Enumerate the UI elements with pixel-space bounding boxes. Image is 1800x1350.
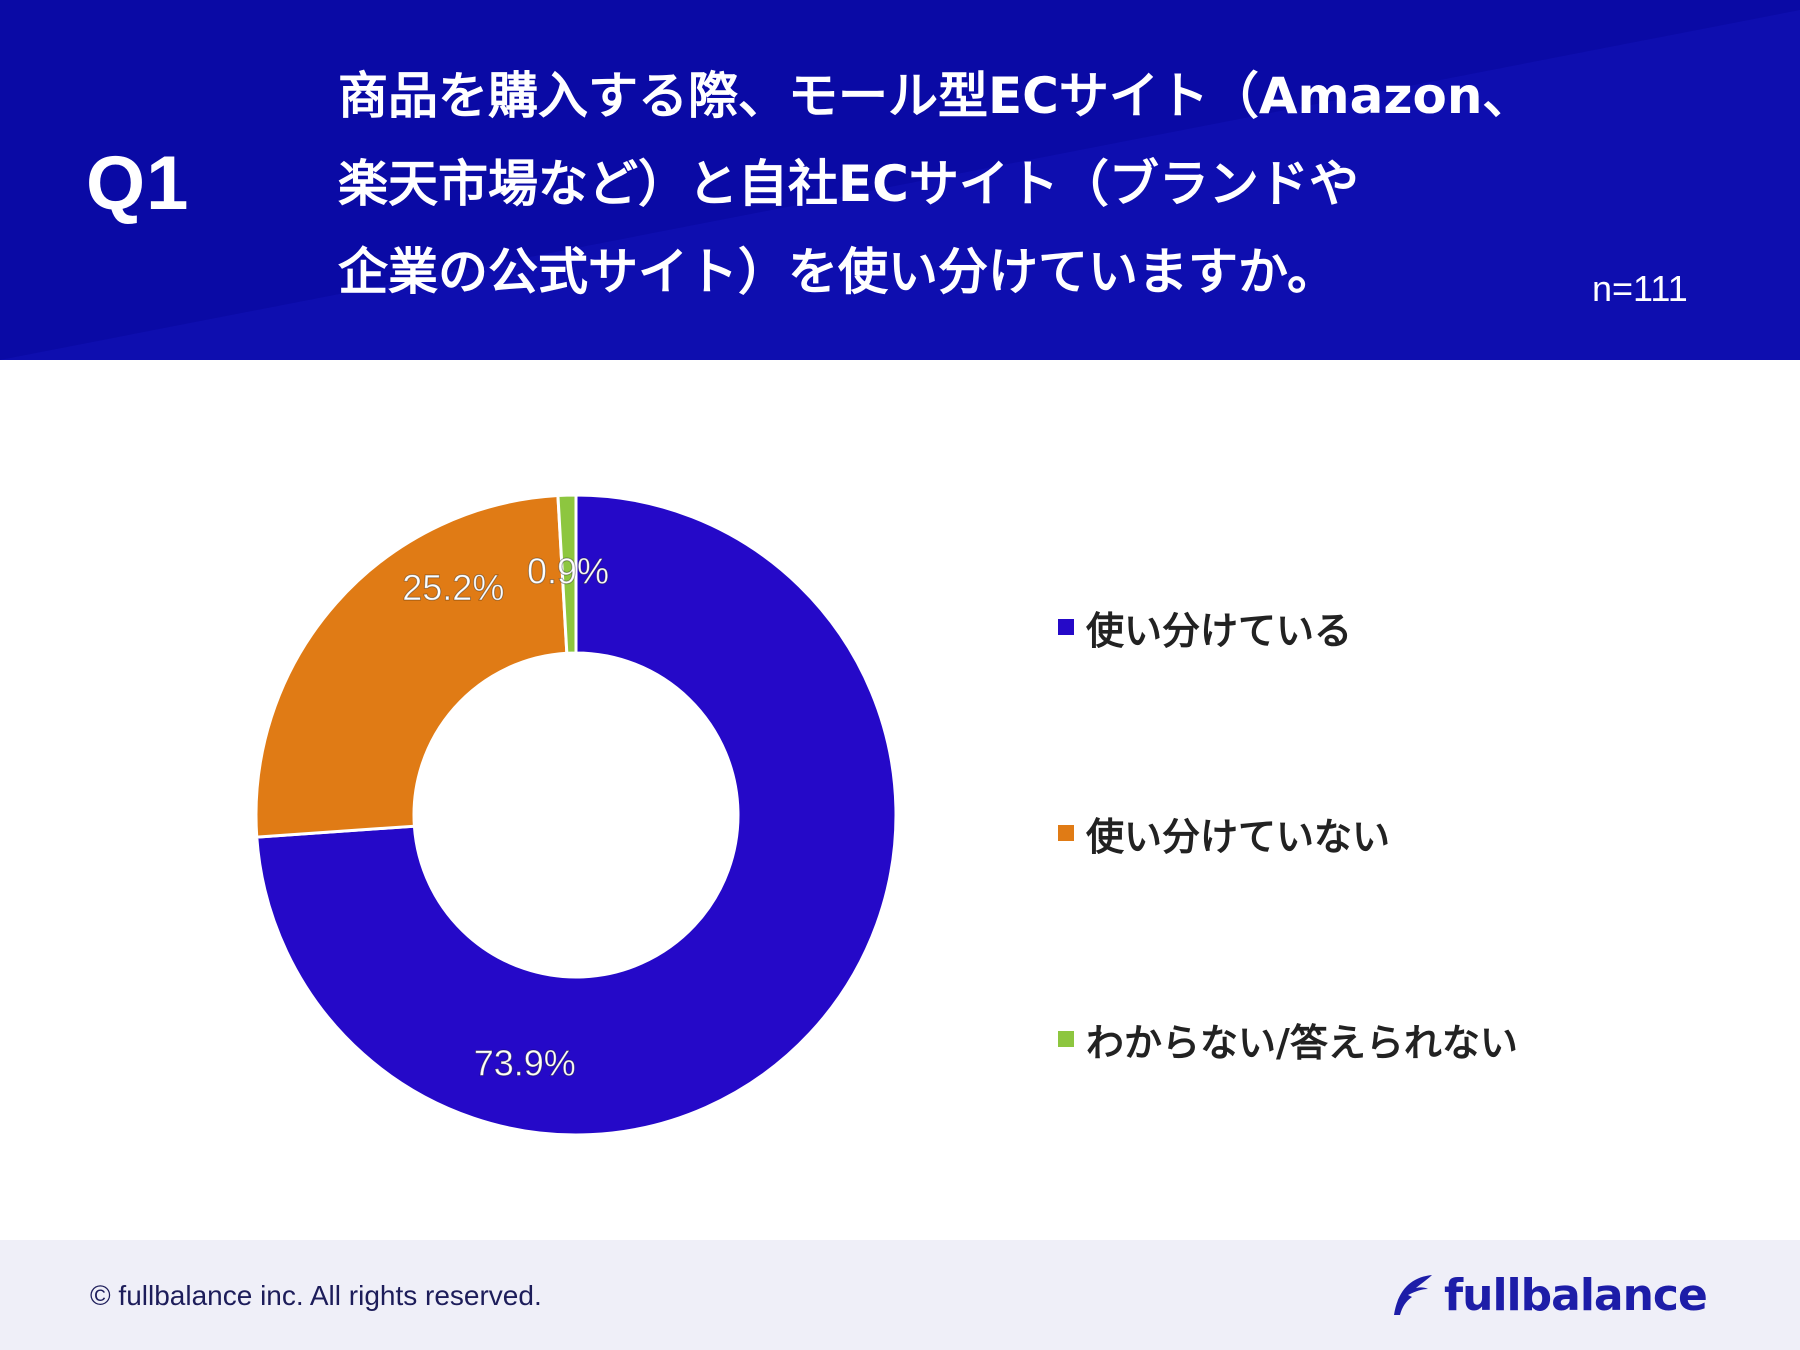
- legend-label: 使い分けていない: [1086, 814, 1391, 859]
- slice-percent-label: 73.9%: [474, 1042, 576, 1083]
- donut-slice-labels: 73.9% 25.2% 0.9%: [402, 550, 610, 1084]
- legend-item: わからない/答えられない: [1058, 1014, 1518, 1065]
- donut-slice: [556, 493, 578, 655]
- header-banner: Q1 商品を購入する際、モール型ECサイト（Amazon、 楽天市場など）と自社…: [0, 0, 1800, 360]
- header-diagonal-stripe: [0, 10, 1800, 360]
- logo-text: fullbalance: [1444, 1269, 1708, 1321]
- legend-swatch: [1058, 825, 1074, 841]
- question-line: 楽天市場など）と自社ECサイト（ブランドや: [338, 155, 1359, 213]
- donut-chart-area: 73.9% 25.2% 0.9% 使い分けている 使い分けていない わからない/答え…: [0, 360, 1800, 1240]
- legend-label: 使い分けている: [1086, 608, 1353, 653]
- question-line: 商品を購入する際、モール型ECサイト（Amazon、: [338, 67, 1533, 125]
- legend-label: わからない/答えられない: [1086, 1020, 1518, 1065]
- brand-logo: fullbalance: [1388, 1269, 1708, 1321]
- legend-swatch: [1058, 1031, 1074, 1047]
- question-line: 企業の公式サイト）を使い分けていますか。: [338, 243, 1337, 301]
- feather-icon: [1394, 1275, 1432, 1315]
- donut-slices: [254, 493, 898, 1137]
- donut-slice: [255, 493, 898, 1137]
- legend-item: 使い分けていない: [1058, 808, 1391, 859]
- question-text: 商品を購入する際、モール型ECサイト（Amazon、 楽天市場など）と自社ECサ…: [338, 52, 1718, 316]
- copyright-text: © fullbalance inc. All rights reserved.: [90, 1280, 542, 1311]
- legend-swatch: [1058, 619, 1074, 635]
- donut-chart: 73.9% 25.2% 0.9%: [254, 493, 898, 1137]
- legend-item: 使い分けている: [1058, 602, 1353, 653]
- donut-slice: [254, 493, 569, 839]
- slice-percent-label: 0.9%: [527, 551, 609, 592]
- footer: © fullbalance inc. All rights reserved. …: [0, 1240, 1800, 1350]
- question-number: Q1: [86, 141, 190, 226]
- slice-percent-label: 25.2%: [402, 567, 504, 608]
- sample-size: n=111: [1592, 268, 1688, 309]
